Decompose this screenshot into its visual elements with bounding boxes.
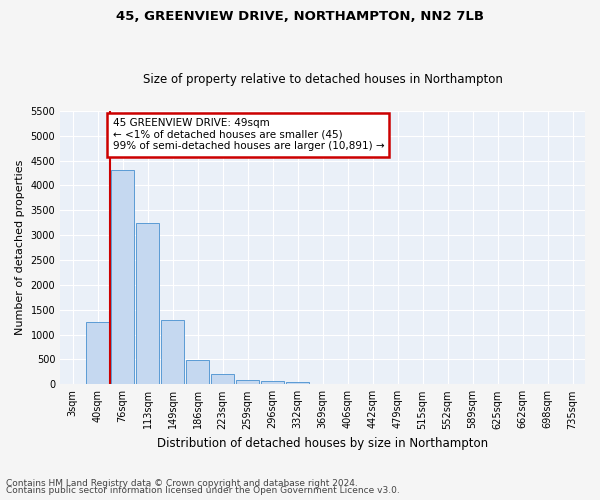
- Bar: [136, 222, 159, 384]
- Bar: [112, 170, 134, 384]
- X-axis label: Distribution of detached houses by size in Northampton: Distribution of detached houses by size …: [157, 437, 488, 450]
- Text: 45 GREENVIEW DRIVE: 49sqm
← <1% of detached houses are smaller (45)
99% of semi-: 45 GREENVIEW DRIVE: 49sqm ← <1% of detac…: [113, 118, 384, 152]
- Bar: [211, 374, 234, 384]
- Bar: [187, 360, 209, 384]
- Title: Size of property relative to detached houses in Northampton: Size of property relative to detached ho…: [143, 73, 503, 86]
- Bar: [236, 380, 259, 384]
- Bar: [286, 382, 309, 384]
- Bar: [161, 320, 184, 384]
- Text: Contains public sector information licensed under the Open Government Licence v3: Contains public sector information licen…: [6, 486, 400, 495]
- Text: Contains HM Land Registry data © Crown copyright and database right 2024.: Contains HM Land Registry data © Crown c…: [6, 478, 358, 488]
- Bar: [86, 322, 109, 384]
- Text: 45, GREENVIEW DRIVE, NORTHAMPTON, NN2 7LB: 45, GREENVIEW DRIVE, NORTHAMPTON, NN2 7L…: [116, 10, 484, 23]
- Bar: [262, 382, 284, 384]
- Y-axis label: Number of detached properties: Number of detached properties: [15, 160, 25, 335]
